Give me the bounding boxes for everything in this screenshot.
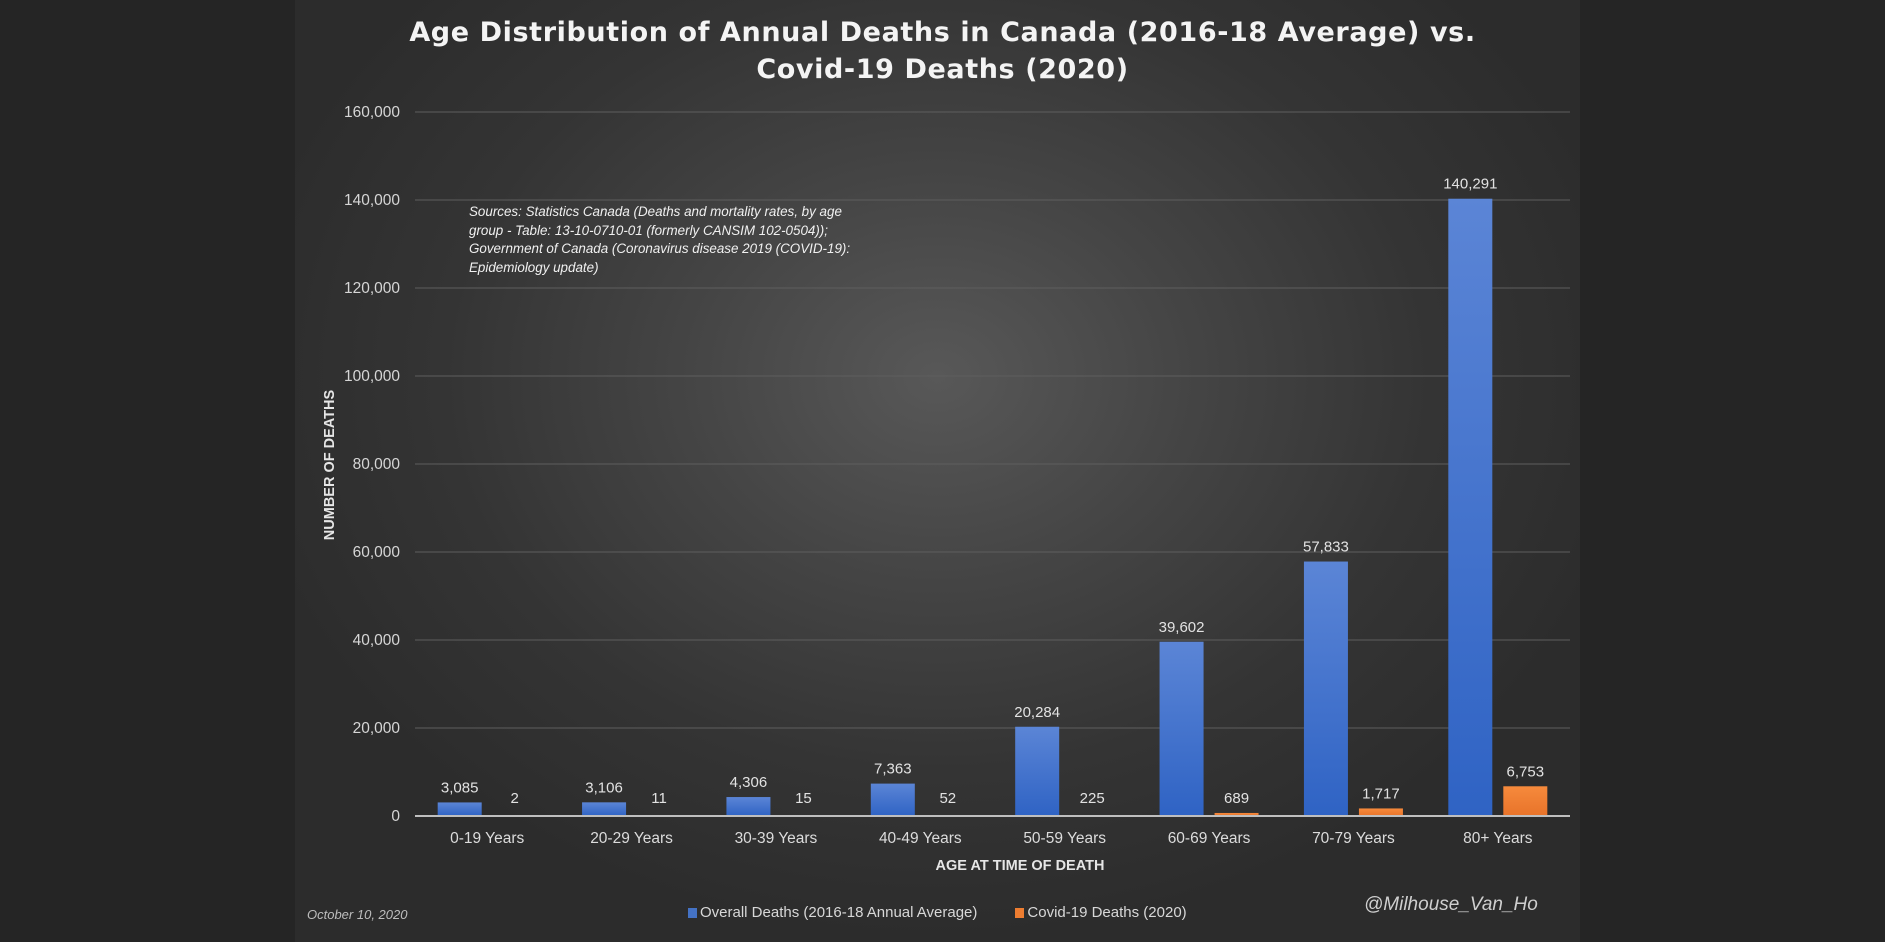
bar-overall-deaths bbox=[582, 802, 627, 816]
sources-line: Sources: Statistics Canada (Deaths and m… bbox=[469, 204, 842, 219]
y-tick-label: 140,000 bbox=[344, 192, 400, 209]
data-label-covid: 15 bbox=[795, 790, 812, 807]
bar-overall-deaths bbox=[1159, 641, 1204, 816]
data-label-covid: 52 bbox=[939, 790, 956, 807]
data-label-overall: 3,085 bbox=[441, 779, 479, 796]
sources-line: Government of Canada (Coronavirus diseas… bbox=[469, 241, 851, 256]
bar-overall-deaths bbox=[1015, 726, 1060, 816]
data-label-covid: 225 bbox=[1080, 790, 1105, 807]
legend-item-overall: Overall Deaths (2016-18 Annual Average) bbox=[688, 904, 977, 921]
bar-covid-deaths bbox=[1214, 812, 1259, 816]
data-label-overall: 57,833 bbox=[1303, 539, 1349, 556]
y-tick-label: 40,000 bbox=[353, 632, 401, 649]
legend-swatch-overall bbox=[688, 907, 697, 918]
bar-covid-deaths bbox=[1503, 786, 1548, 816]
data-label-overall: 3,106 bbox=[585, 779, 623, 796]
y-axis-ticks: 0 20,000 40,000 60,000 80,000 100,000 120,000 1… bbox=[344, 104, 400, 825]
y-tick-label: 120,000 bbox=[344, 280, 400, 297]
legend-label-overall: Overall Deaths (2016-18 Annual Average) bbox=[700, 904, 978, 921]
bar-covid-deaths bbox=[1358, 808, 1403, 816]
data-label-overall: 140,291 bbox=[1443, 176, 1497, 193]
x-axis-categories: 0-19 Years 20-29 Years 30-39 Years 40-49 Ye… bbox=[450, 830, 1533, 847]
legend-label-covid: Covid-19 Deaths (2020) bbox=[1027, 904, 1187, 921]
y-tick-label: 100,000 bbox=[344, 368, 400, 385]
y-tick-label: 0 bbox=[391, 808, 400, 825]
date-stamp: October 10, 2020 bbox=[307, 907, 408, 922]
x-tick-label: 60-69 Years bbox=[1168, 830, 1251, 847]
data-label-covid: 6,753 bbox=[1507, 763, 1545, 780]
data-label-overall: 7,363 bbox=[874, 761, 912, 778]
x-tick-label: 50-59 Years bbox=[1023, 830, 1106, 847]
bar-overall-deaths bbox=[437, 802, 482, 816]
y-tick-label: 160,000 bbox=[344, 104, 400, 121]
y-tick-label: 80,000 bbox=[353, 456, 401, 473]
data-labels: 3,085 2 3,106 11 4,306 15 7,363 52 20,284 225 39,6… bbox=[441, 176, 1544, 807]
sources-line: group - Table: 13-10-0710-01 (formerly C… bbox=[469, 222, 828, 238]
data-label-overall: 4,306 bbox=[730, 774, 768, 791]
legend: Overall Deaths (2016-18 Annual Average) … bbox=[688, 904, 1187, 921]
bars bbox=[437, 198, 1548, 816]
x-tick-label: 70-79 Years bbox=[1312, 830, 1395, 847]
data-label-covid: 689 bbox=[1224, 790, 1249, 807]
x-tick-label: 0-19 Years bbox=[450, 830, 524, 847]
x-tick-label: 80+ Years bbox=[1463, 830, 1533, 847]
chart-title: Age Distribution of Annual Deaths in Can… bbox=[0, 14, 1885, 88]
data-label-overall: 20,284 bbox=[1014, 704, 1060, 721]
gridlines bbox=[415, 111, 1570, 729]
x-tick-label: 30-39 Years bbox=[735, 830, 818, 847]
y-axis-title: NUMBER OF DEATHS bbox=[322, 389, 338, 540]
sources-line: Epidemiology update) bbox=[469, 259, 599, 275]
x-tick-label: 20-29 Years bbox=[590, 830, 673, 847]
author-handle: @Milhouse_Van_Ho bbox=[1364, 894, 1538, 915]
data-label-covid: 1,717 bbox=[1362, 785, 1400, 802]
chart-panel bbox=[295, 0, 1580, 942]
chart-title-line-1: Age Distribution of Annual Deaths in Can… bbox=[409, 17, 1476, 48]
chart-title-line-2: Covid-19 Deaths (2020) bbox=[756, 54, 1129, 85]
bar-overall-deaths bbox=[1448, 198, 1493, 816]
x-axis-title: AGE AT TIME OF DEATH bbox=[936, 858, 1105, 874]
data-label-overall: 39,602 bbox=[1159, 619, 1205, 636]
data-label-covid: 11 bbox=[651, 790, 667, 807]
bar-overall-deaths bbox=[726, 797, 771, 816]
y-tick-label: 60,000 bbox=[353, 544, 401, 561]
data-label-covid: 2 bbox=[511, 790, 519, 807]
legend-swatch-covid bbox=[1015, 907, 1025, 918]
bar-overall-deaths bbox=[870, 783, 915, 816]
y-tick-label: 20,000 bbox=[353, 720, 401, 737]
sources-annotation: Sources: Statistics Canada (Deaths and m… bbox=[469, 203, 889, 277]
bar-overall-deaths bbox=[1303, 561, 1348, 816]
x-tick-label: 40-49 Years bbox=[879, 830, 962, 847]
legend-item-covid: Covid-19 Deaths (2020) bbox=[1015, 904, 1187, 921]
